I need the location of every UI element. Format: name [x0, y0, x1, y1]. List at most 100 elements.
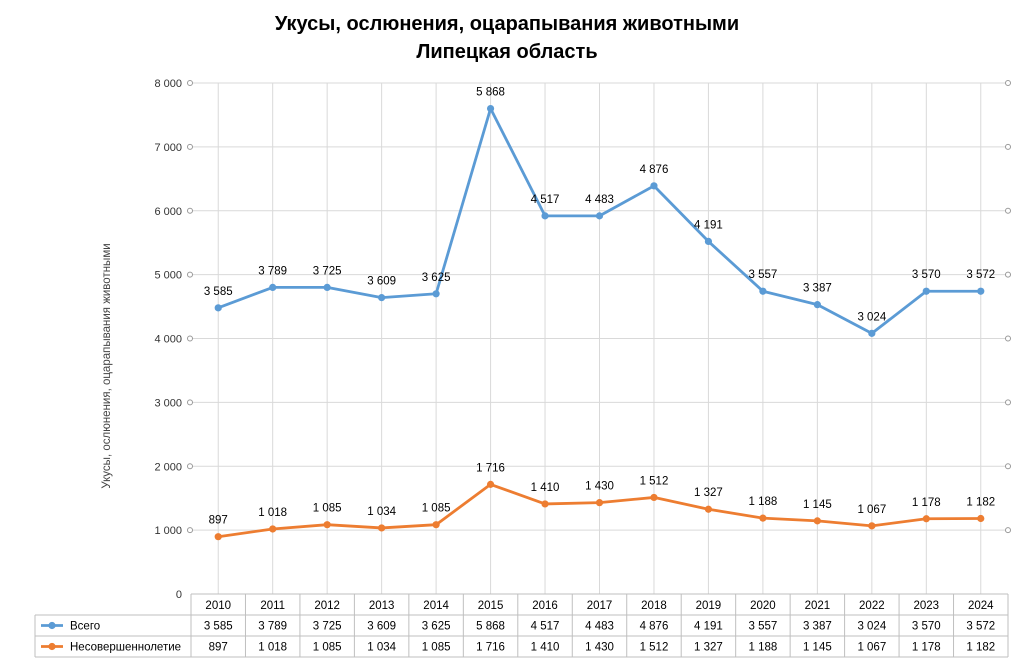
data-label-1: 1 067 [857, 504, 886, 516]
table-header-cell: 2024 [968, 600, 994, 612]
table-cell: 3 725 [313, 621, 342, 633]
chart-subtitle: Липецкая область [416, 41, 597, 63]
series-point-0 [977, 287, 985, 295]
table-cell: 1 716 [476, 642, 505, 654]
data-label-1: 897 [209, 515, 228, 527]
left-axis-marker [187, 80, 193, 86]
data-label-0: 4 517 [531, 194, 560, 206]
table-header-cell: 2018 [641, 600, 667, 612]
table-cell: 1 034 [367, 642, 396, 654]
series-point-1 [595, 499, 604, 507]
right-axis-marker [1005, 143, 1011, 150]
data-table: 2010 2011 2012 2013 2014 2015 2016 2017 2018 2019… [34, 593, 1009, 658]
series-point-1 [650, 493, 658, 502]
data-label-1: 1 018 [258, 507, 287, 519]
data-label-0: 3 570 [912, 269, 941, 281]
data-label-0: 3 557 [749, 269, 778, 281]
table-header-cell: 2020 [750, 600, 776, 612]
y-tick-label: 4 000 [154, 334, 182, 346]
gridlines [191, 82, 1008, 594]
series-point-1 [486, 480, 495, 488]
right-axis-marker [1005, 335, 1011, 342]
legend-entry-1: Несовершеннолетие [70, 642, 181, 654]
data-label-1: 1 178 [912, 497, 941, 509]
table-cell: 4 517 [531, 621, 560, 633]
data-label-0: 3 585 [204, 286, 233, 298]
table-header-cell: 2017 [587, 600, 613, 612]
table-cell: 1 182 [966, 642, 995, 654]
data-label-0: 4 191 [694, 219, 723, 231]
series-point-0 [704, 237, 713, 246]
right-axis-marker [1005, 399, 1011, 406]
data-label-1: 1 327 [694, 487, 723, 499]
series-point-1 [759, 514, 767, 522]
data-label-1: 1 034 [367, 506, 396, 518]
table-header-cell: 2014 [423, 600, 449, 612]
series-point-1 [432, 521, 440, 529]
series-point-0 [378, 294, 386, 302]
y-tick-label: 7 000 [154, 142, 182, 154]
table-header-cell: 2022 [859, 600, 885, 612]
data-label-1: 1 145 [803, 499, 832, 511]
table-cell: 1 067 [857, 642, 886, 654]
data-label-0: 3 387 [803, 283, 832, 295]
y-axis-label: Укусы, ослюнения, оцарапывания животными [101, 243, 113, 488]
table-cell: 3 609 [367, 621, 396, 633]
series-point-1 [323, 521, 331, 529]
series-point-1 [269, 525, 277, 533]
table-cell: 4 191 [694, 621, 723, 633]
table-cell: 897 [209, 642, 228, 654]
right-axis-marker [1005, 463, 1011, 470]
y-tick-label: 1 000 [154, 525, 182, 537]
table-cell: 1 327 [694, 642, 723, 654]
table-cell: 1 085 [422, 642, 451, 654]
y-tick-label: 2 000 [154, 461, 182, 473]
series-point-0 [486, 104, 495, 113]
table-cell: 3 387 [803, 621, 832, 633]
left-axis-marker [187, 143, 193, 150]
left-axis-marker [187, 463, 193, 470]
data-label-1: 1 188 [749, 496, 778, 508]
series-point-1 [378, 524, 386, 532]
y-tick-label: 3 000 [154, 397, 182, 409]
data-label-0: 3 024 [857, 311, 886, 323]
table-header-cell: 2021 [805, 600, 831, 612]
table-cell: 1 145 [803, 642, 832, 654]
table-cell: 3 570 [912, 621, 941, 633]
series-point-0 [595, 212, 604, 220]
table-cell: 3 557 [749, 621, 778, 633]
data-label-1: 1 430 [585, 481, 614, 493]
series-point-1 [977, 514, 985, 523]
table-header-cell: 2019 [696, 600, 722, 612]
table-header-cell: 2016 [532, 600, 558, 612]
data-label-0: 3 725 [313, 265, 342, 277]
series-point-1 [922, 515, 930, 523]
left-axis-marker [187, 335, 193, 342]
data-label-1: 1 512 [640, 475, 669, 487]
table-cell: 1 410 [531, 642, 560, 654]
data-labels: 3 585 3 789 3 725 3 609 3 625 5 868 4 517 4 483… [204, 87, 995, 527]
legend-marker-1 [48, 642, 56, 651]
table-cell: 4 876 [640, 621, 669, 633]
legend-marker-0 [48, 621, 56, 630]
y-tick-label: 8 000 [154, 78, 182, 90]
right-axis-marker [1005, 527, 1011, 534]
table-cell: 5 868 [476, 621, 505, 633]
data-label-0: 3 609 [367, 276, 396, 288]
series-point-0 [214, 304, 222, 312]
series-point-0 [323, 283, 331, 291]
table-header-cell: 2013 [369, 600, 395, 612]
table-cell: 1 512 [640, 642, 669, 654]
data-label-0: 4 876 [640, 164, 669, 176]
table-cell: 1 188 [749, 642, 778, 654]
table-cell: 3 625 [422, 621, 451, 633]
table-header-cell: 2011 [260, 600, 285, 612]
right-axis-marker [1005, 80, 1011, 86]
right-axis-marker [1005, 271, 1011, 278]
table-cell: 1 430 [585, 642, 614, 654]
table-cell: 3 572 [966, 621, 995, 633]
table-header-cell: 2012 [314, 600, 340, 612]
table-cell: 3 585 [204, 621, 233, 633]
table-cell: 1 178 [912, 642, 941, 654]
